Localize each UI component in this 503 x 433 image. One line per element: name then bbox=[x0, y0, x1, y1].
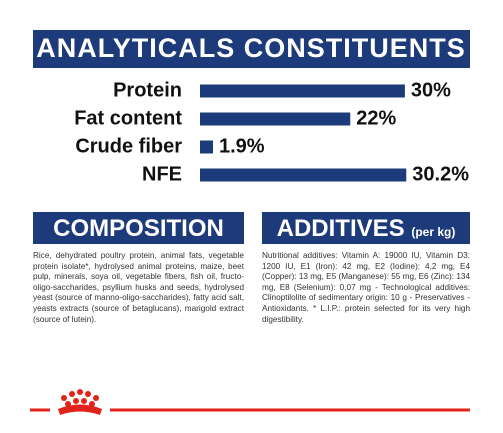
bar bbox=[200, 112, 351, 126]
bar bbox=[200, 168, 407, 182]
additives-title: ADDITIVES bbox=[276, 215, 405, 242]
value-label: 1.9% bbox=[219, 135, 265, 157]
value-label: 30% bbox=[411, 79, 451, 101]
value-label: 30.2% bbox=[412, 163, 469, 185]
bar bbox=[200, 84, 405, 98]
category-label: Fat content bbox=[74, 107, 182, 129]
category-label: NFE bbox=[142, 163, 182, 185]
composition-title: COMPOSITION bbox=[53, 215, 224, 242]
additives-text: Nutritional additives: Vitamin A: 19000 … bbox=[262, 251, 470, 324]
value-label: 22% bbox=[356, 107, 396, 129]
composition-text: Rice, dehydrated poultry protein, animal… bbox=[33, 251, 244, 324]
logo-crown bbox=[58, 389, 102, 415]
category-label: Crude fiber bbox=[75, 135, 182, 157]
category-label: Protein bbox=[113, 79, 182, 101]
additives-unit: (per kg) bbox=[411, 225, 456, 239]
chart-title: ANALYTICALS CONSTITUENTS bbox=[36, 33, 466, 63]
composition-banner: COMPOSITION bbox=[33, 212, 244, 244]
bar bbox=[200, 140, 213, 154]
additives-banner: ADDITIVES (per kg) bbox=[262, 212, 470, 244]
title-banner bbox=[33, 30, 470, 68]
